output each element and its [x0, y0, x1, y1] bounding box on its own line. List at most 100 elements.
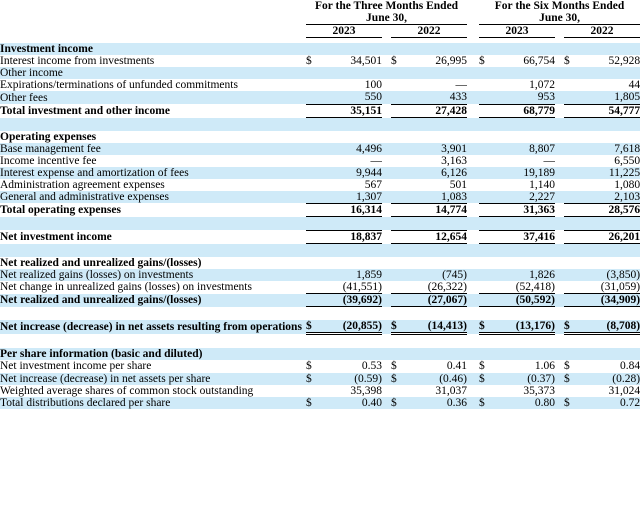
value-cell: (26,322) — [407, 281, 468, 295]
dollar-sign-cell — [564, 179, 580, 191]
column-gap — [555, 203, 564, 216]
dollar-sign-cell — [306, 293, 322, 308]
dollar-sign-cell — [306, 385, 322, 397]
dollar-sign-cell — [306, 167, 322, 179]
column-gap — [555, 55, 564, 67]
column-gap — [382, 397, 391, 409]
value-cell: 9,944 — [356, 166, 382, 179]
value-cell: (0.28) — [612, 372, 640, 385]
column-gap — [467, 348, 479, 360]
column-gap — [555, 167, 564, 179]
dollar-sign-cell — [391, 190, 407, 204]
column-gap — [382, 55, 391, 67]
table-row: Net realized and unrealized gains/(losse… — [0, 293, 640, 308]
column-gap — [467, 131, 479, 143]
value-cell: 28,576 — [580, 203, 640, 218]
column-gap — [382, 320, 391, 334]
table-row: Total investment and other income 35,151 2… — [0, 104, 640, 118]
value-cell — [495, 257, 555, 269]
value-cell: (52,418) — [495, 281, 556, 295]
value-cell: 37,416 — [495, 229, 556, 245]
column-gap — [467, 25, 479, 38]
table-row: Net realized gains (losses) on investmen… — [0, 269, 640, 282]
table-row: Expirations/terminations of unfunded com… — [0, 79, 640, 92]
value-cell: 7,618 — [614, 142, 640, 155]
value-cell — [407, 131, 467, 143]
value-cell: 68,779 — [495, 104, 556, 118]
dollar-sign-cell — [391, 67, 407, 79]
dollar-sign-cell: $ — [306, 396, 312, 409]
dollar-sign-cell — [564, 91, 581, 105]
table-row: Net realized and unrealized gains/(losse… — [0, 257, 640, 270]
column-gap — [555, 79, 564, 91]
column-gap — [555, 131, 564, 143]
row-label: Net increase (decrease) in net assets re… — [0, 321, 302, 334]
dollar-sign-cell — [306, 104, 322, 118]
column-gap — [555, 67, 564, 79]
row-label: Net increase (decrease) in net assets pe… — [0, 372, 211, 385]
column-gap — [467, 55, 479, 67]
table-row: Other income — [0, 67, 640, 80]
value-cell: 35,373 — [523, 384, 556, 397]
value-cell: 35,398 — [350, 384, 382, 397]
table-row: Total distributions declared per share $0… — [0, 396, 640, 409]
dollar-sign-cell — [306, 43, 322, 55]
row-label: General and administrative expenses — [0, 191, 169, 204]
value-cell: 66,754 — [523, 55, 556, 68]
dollar-sign-cell — [391, 385, 407, 397]
dollar-sign-cell — [564, 257, 580, 269]
value-cell: (0.46) — [439, 372, 468, 385]
dollar-sign-cell — [391, 348, 407, 360]
value-cell: 1,826 — [529, 269, 556, 282]
column-gap — [467, 104, 479, 117]
value-cell: 31,037 — [435, 384, 468, 397]
value-cell: 2,103 — [580, 190, 640, 204]
dollar-sign-cell — [479, 104, 496, 118]
dollar-sign-cell — [564, 269, 580, 281]
value-cell: — — [370, 154, 383, 167]
dollar-sign-cell: $ — [391, 372, 397, 385]
column-gap — [467, 360, 479, 372]
column-gap — [555, 360, 564, 372]
dollar-sign-cell — [479, 229, 496, 245]
row-label: Interest income from investments — [0, 55, 155, 68]
row-label: Expirations/terminations of unfunded com… — [0, 79, 238, 92]
column-gap — [382, 25, 391, 38]
value-cell: 0.40 — [361, 396, 382, 409]
dollar-sign-cell — [564, 43, 580, 55]
dollar-sign-cell — [479, 143, 495, 155]
dollar-sign-cell: $ — [479, 372, 485, 385]
row-label: Operating expenses — [0, 130, 97, 143]
column-gap — [555, 143, 564, 155]
dollar-sign-cell — [306, 155, 322, 167]
dollar-sign-cell — [479, 203, 496, 218]
dollar-sign-cell: $ — [479, 55, 485, 68]
column-gap — [467, 179, 479, 191]
column-gap — [555, 373, 564, 385]
row-label: Total distributions declared per share — [0, 396, 171, 409]
dollar-sign-cell — [564, 348, 580, 360]
dollar-sign-cell — [564, 190, 581, 204]
value-cell: 550 — [322, 91, 382, 105]
row-label: Administration agreement expenses — [0, 178, 165, 191]
dollar-sign-cell — [564, 67, 580, 79]
value-cell — [322, 257, 382, 269]
table-row: General and administrative expenses 1,307… — [0, 190, 640, 204]
column-gap — [467, 257, 479, 269]
dollar-sign-cell — [306, 269, 322, 281]
dollar-sign-cell — [564, 203, 581, 218]
dollar-sign-cell — [479, 348, 495, 360]
column-gap — [467, 143, 479, 155]
value-cell: 18,837 — [322, 229, 382, 245]
table-row: Total operating expenses 16,314 14,774 31,3… — [0, 203, 640, 218]
dollar-sign-cell: $ — [564, 320, 581, 336]
dollar-sign-cell — [479, 91, 496, 105]
table-row: Other fees 550 433 953 1,805 — [0, 91, 640, 105]
dollar-sign-cell — [306, 91, 322, 105]
column-gap — [382, 79, 391, 91]
value-cell: (8,708) — [580, 320, 640, 336]
dollar-sign-cell — [306, 131, 322, 143]
period-header-line1: For the Three Months Ended — [314, 0, 459, 12]
row-label: Per share information (basic and diluted… — [0, 348, 203, 361]
